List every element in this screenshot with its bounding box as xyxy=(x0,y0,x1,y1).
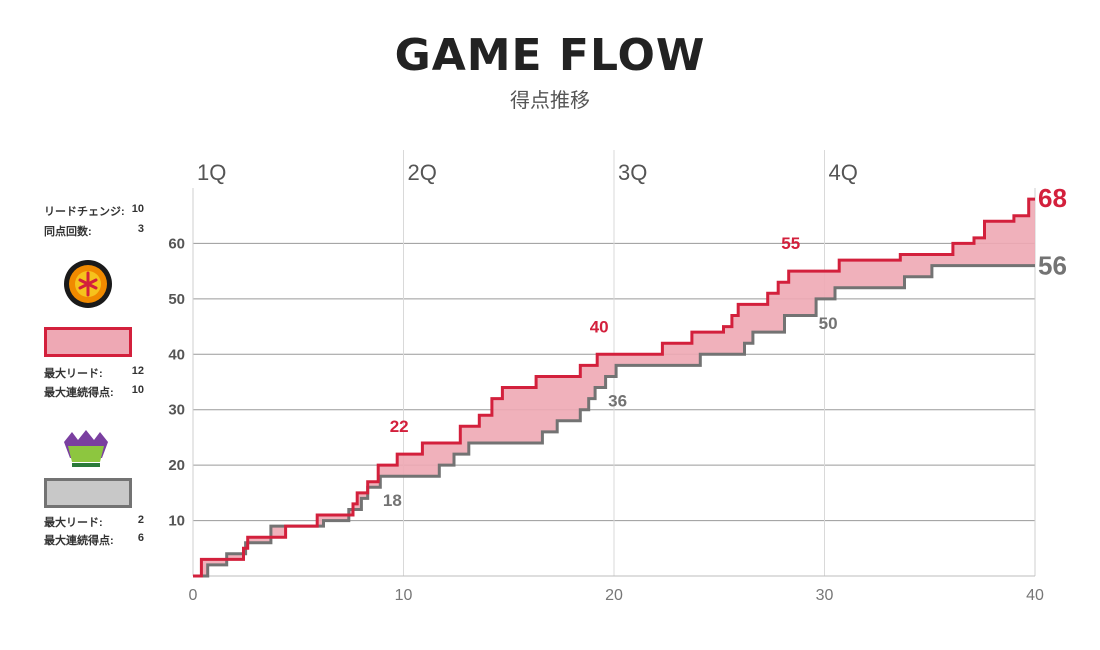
quarter-label: 2Q xyxy=(408,160,437,185)
x-tick-label: 0 xyxy=(189,587,198,604)
y-tick-label: 60 xyxy=(168,235,185,252)
away-score-annotation: 50 xyxy=(819,314,838,333)
quarter-label: 3Q xyxy=(618,160,647,185)
x-tick-label: 10 xyxy=(395,587,413,604)
y-tick-label: 10 xyxy=(168,513,185,530)
quarter-label: 4Q xyxy=(829,160,858,185)
x-tick-label: 30 xyxy=(816,587,834,604)
away-final-score: 56 xyxy=(1038,251,1067,281)
away-score-annotation: 18 xyxy=(383,491,402,510)
home-score-annotation: 55 xyxy=(781,234,800,253)
home-score-annotation: 22 xyxy=(390,417,409,436)
away-score-annotation: 36 xyxy=(608,391,627,410)
y-tick-label: 50 xyxy=(168,291,185,308)
home-final-score: 68 xyxy=(1038,183,1067,213)
x-tick-label: 40 xyxy=(1026,587,1044,604)
home-score-annotation: 40 xyxy=(590,317,609,336)
y-tick-label: 40 xyxy=(168,346,185,363)
y-tick-label: 20 xyxy=(168,457,185,474)
quarter-label: 1Q xyxy=(197,160,226,185)
y-tick-label: 30 xyxy=(168,402,185,419)
x-tick-label: 20 xyxy=(605,587,623,604)
